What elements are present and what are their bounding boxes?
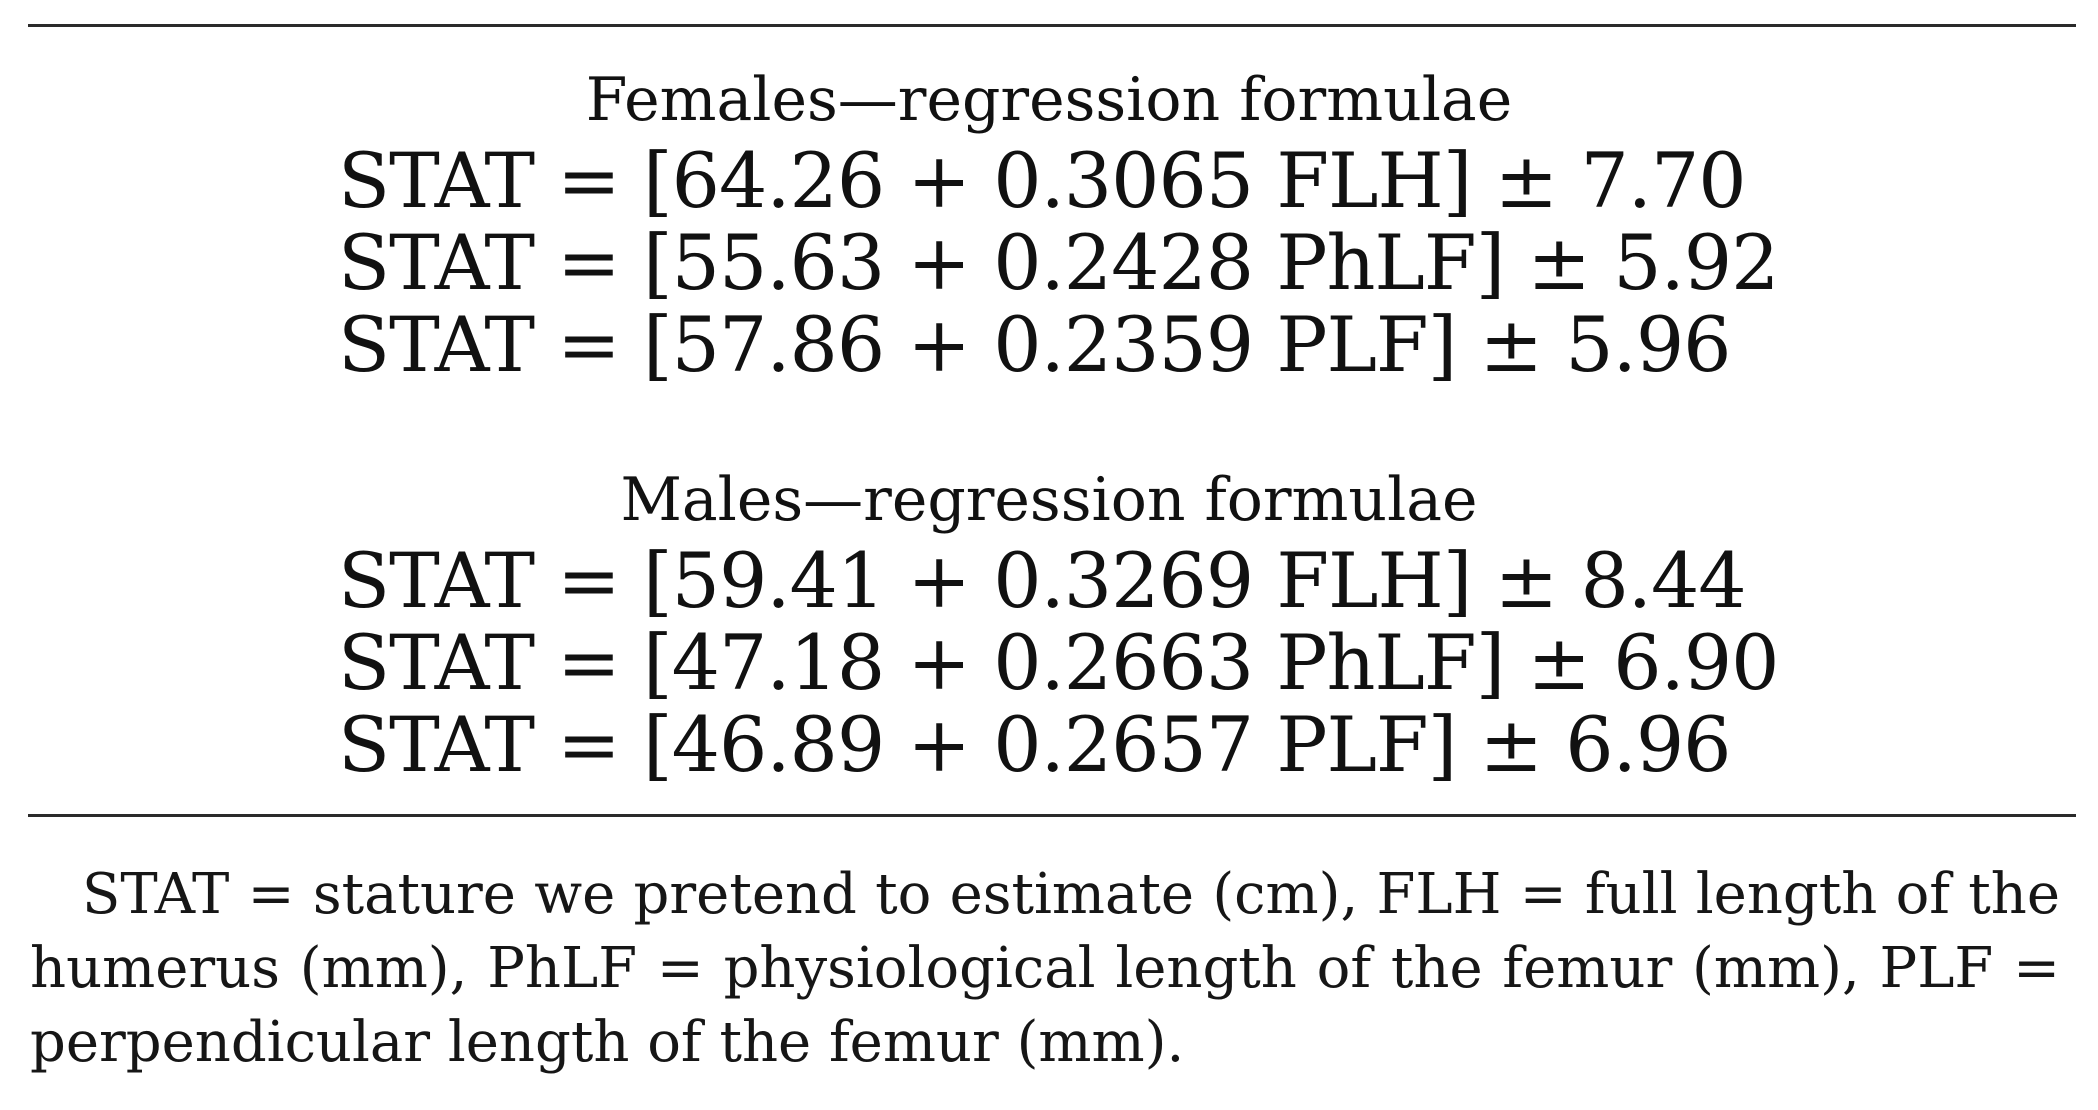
males-formula-phlf: STAT = [47.18 + 0.2663 PhLF] ± 6.90 bbox=[338, 618, 1779, 707]
males-section: Males—regression formulae STAT = [59.41 … bbox=[0, 460, 2098, 786]
males-formula-plf: STAT = [46.89 + 0.2657 PLF] ± 6.96 bbox=[338, 700, 1732, 789]
females-formula-phlf: STAT = [55.63 + 0.2428 PhLF] ± 5.92 bbox=[338, 218, 1779, 307]
females-formula-flh: STAT = [64.26 + 0.3065 FLH] ± 7.70 bbox=[338, 136, 1747, 225]
table-footnote: STAT = stature we pretend to estimate (c… bbox=[30, 858, 2060, 1080]
bottom-rule bbox=[28, 814, 2076, 817]
males-heading: Males—regression formulae bbox=[620, 465, 1478, 535]
females-section: Females—regression formulae STAT = [64.2… bbox=[0, 60, 2098, 386]
females-heading: Females—regression formulae bbox=[585, 65, 1513, 135]
males-formula-flh: STAT = [59.41 + 0.3269 FLH] ± 8.44 bbox=[338, 536, 1747, 625]
footnote-text: STAT = stature we pretend to estimate (c… bbox=[30, 862, 2060, 1075]
top-rule bbox=[28, 24, 2076, 27]
females-formula-plf: STAT = [57.86 + 0.2359 PLF] ± 5.96 bbox=[338, 300, 1732, 389]
